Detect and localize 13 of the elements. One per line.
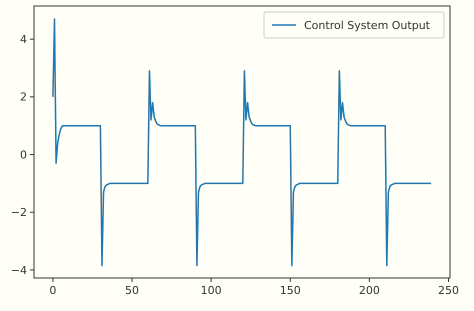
y-tick-label: 4 [20,33,27,46]
x-tick-label: 200 [358,284,380,297]
y-tick-label: 2 [20,90,27,104]
x-tick-label: 100 [200,284,222,297]
line-series [52,18,432,266]
x-tick-label: 50 [125,284,140,297]
x-tick-label: 150 [280,284,301,297]
legend-label: Control System Output [304,18,431,32]
x-tick-label: 250 [438,284,459,297]
x-tick-label: 0 [49,284,56,297]
y-tick-label: −2 [10,206,27,220]
y-tick-label: 0 [20,148,27,162]
y-tick-label: −4 [10,264,27,277]
